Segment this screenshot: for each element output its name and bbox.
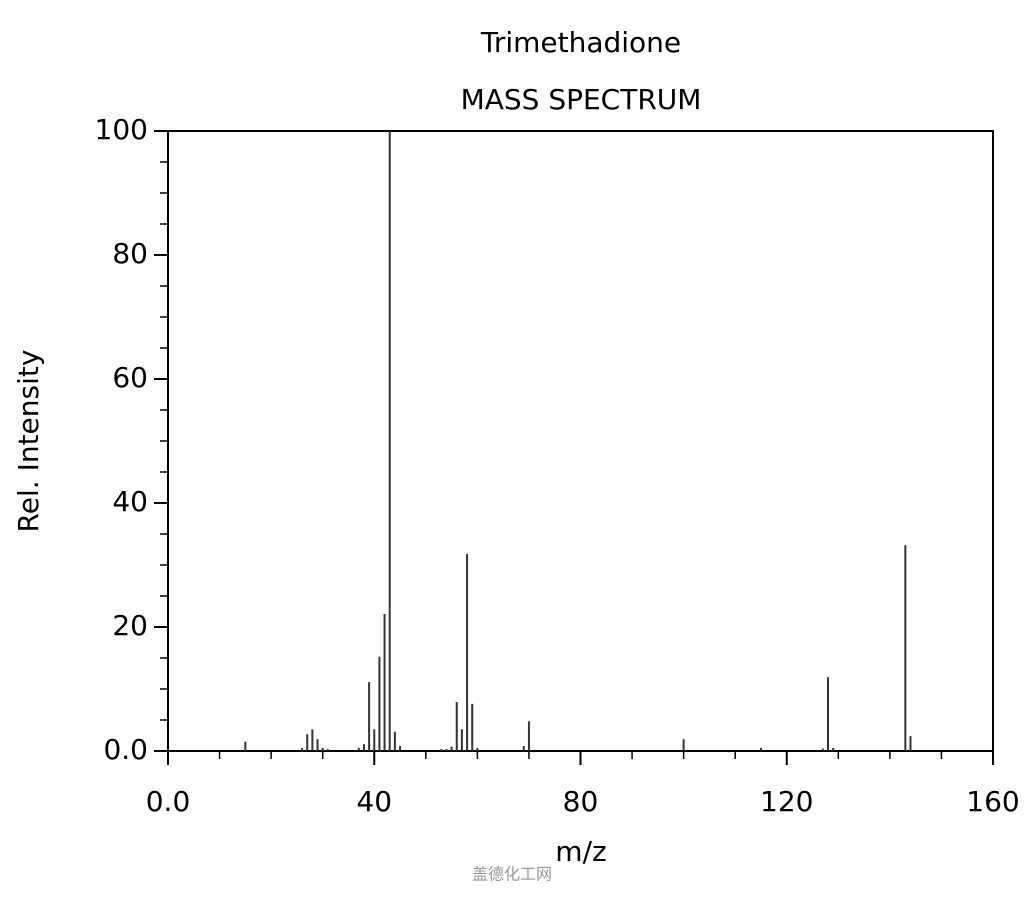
- y-tick-label: 20: [112, 609, 148, 642]
- y-tick-label: 60: [112, 361, 148, 394]
- plot-frame: [167, 130, 994, 752]
- watermark: 盖德化工网: [472, 865, 552, 884]
- x-tick-label: 80: [563, 785, 599, 818]
- x-tick-label: 40: [356, 785, 392, 818]
- chart-title: Trimethadione: [480, 26, 681, 59]
- y-axis-label: Rel. Intensity: [12, 350, 45, 533]
- x-tick-label: 120: [760, 785, 813, 818]
- x-axis-label: m/z: [555, 835, 606, 868]
- x-tick-label: 160: [966, 785, 1019, 818]
- y-tick-label: 80: [112, 237, 148, 270]
- x-tick-label: 0.0: [146, 785, 191, 818]
- y-tick-label: 40: [112, 485, 148, 518]
- chart-subtitle: MASS SPECTRUM: [461, 83, 702, 116]
- y-tick-label: 0.0: [103, 733, 148, 766]
- y-tick-label: 100: [95, 113, 148, 146]
